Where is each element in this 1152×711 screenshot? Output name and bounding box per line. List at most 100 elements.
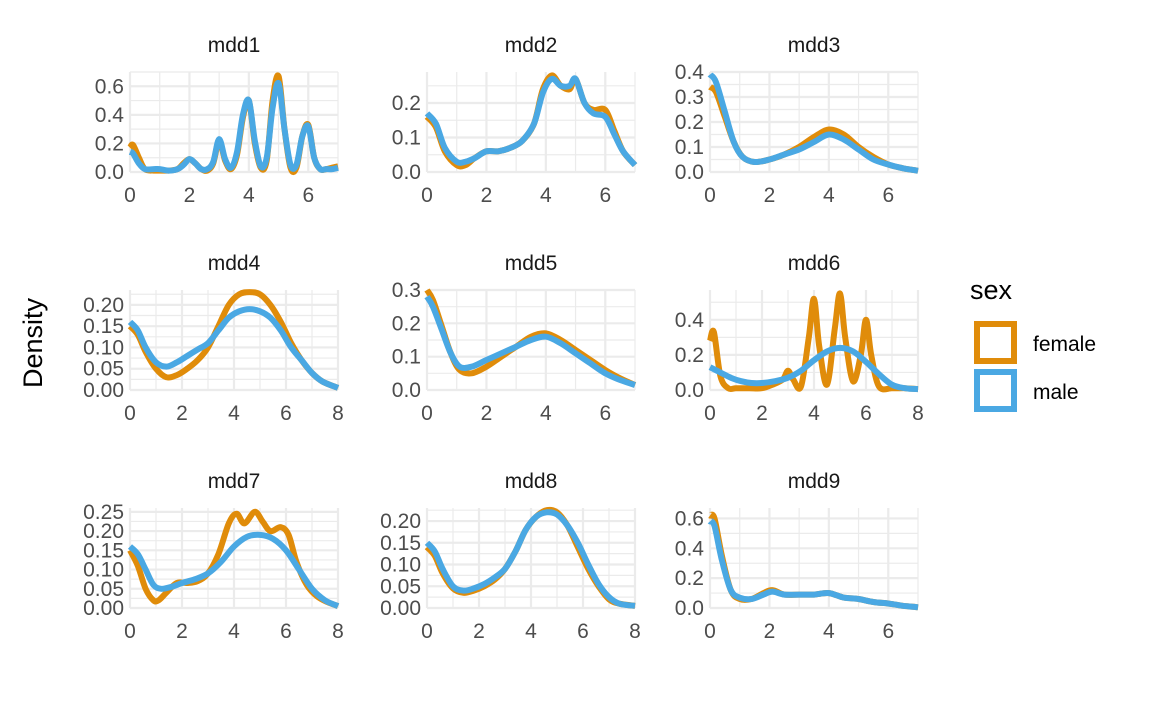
x-tick-label: 2 bbox=[764, 184, 776, 207]
x-tick-label: 2 bbox=[473, 620, 485, 643]
panel-mdd2: 0 2 4 6 0.0 0.1 0.2 mdd2 bbox=[392, 34, 638, 207]
panel-grid bbox=[425, 72, 636, 174]
x-tick-label: 8 bbox=[332, 402, 344, 425]
y-axis-label: Density bbox=[18, 297, 48, 388]
y-tick-label: 0.20 bbox=[380, 510, 421, 533]
x-tick-label: 8 bbox=[912, 402, 924, 425]
y-tick-label: 0.00 bbox=[83, 597, 124, 620]
panel-mdd6: 0 2 4 6 8 0.0 0.2 0.4 mdd6 bbox=[675, 252, 924, 425]
panel-mdd3: 0 2 4 6 0.00.10.20.30.4 mdd3 bbox=[675, 34, 919, 207]
y-tick-label: 0.0 bbox=[392, 161, 421, 184]
x-tick-label: 6 bbox=[599, 402, 611, 425]
legend: sex female male bbox=[970, 275, 1096, 412]
x-tick-label: 4 bbox=[540, 402, 552, 425]
x-tick-label: 2 bbox=[481, 402, 493, 425]
y-tick-label: 0.0 bbox=[675, 597, 704, 620]
density-line-male bbox=[424, 295, 636, 388]
legend-key-female bbox=[974, 321, 1017, 364]
y-tick-label: 0.1 bbox=[392, 346, 421, 369]
density-line-female bbox=[424, 72, 638, 170]
x-tick-label: 6 bbox=[577, 620, 589, 643]
panel-title: mdd4 bbox=[208, 252, 261, 275]
facet-panels: 0 2 4 6 0.0 0.2 0.4 0.6 mdd1 0 2 4 6 0.0 0.1 0.2 mdd2 0 2 4… bbox=[83, 34, 924, 643]
panel-title: mdd6 bbox=[788, 252, 841, 275]
x-tick-label: 6 bbox=[882, 620, 894, 643]
y-tick-label: 0.15 bbox=[380, 532, 421, 555]
y-tick-label: 0.2 bbox=[675, 111, 704, 134]
y-tick-label: 0.4 bbox=[675, 61, 705, 84]
panel-title: mdd2 bbox=[505, 34, 558, 57]
panel-grid bbox=[708, 508, 919, 610]
panel-grid bbox=[128, 508, 340, 610]
density-line-male bbox=[707, 72, 919, 174]
density-line-male bbox=[127, 306, 340, 391]
panel-title: mdd9 bbox=[788, 470, 841, 493]
density-line-male bbox=[707, 518, 919, 611]
panel-title: mdd7 bbox=[208, 470, 261, 493]
legend-label-male: male bbox=[1033, 381, 1079, 404]
x-tick-label: 0 bbox=[124, 620, 136, 643]
density-line-male bbox=[708, 344, 919, 393]
x-tick-label: 0 bbox=[421, 402, 433, 425]
y-tick-label: 0.6 bbox=[95, 75, 124, 98]
density-line-male bbox=[424, 509, 636, 609]
y-tick-label: 0.0 bbox=[392, 379, 421, 402]
legend-title: sex bbox=[970, 275, 1013, 305]
legend-key-male bbox=[974, 369, 1017, 412]
x-tick-label: 8 bbox=[332, 620, 344, 643]
x-tick-label: 2 bbox=[184, 184, 196, 207]
y-tick-label: 0.10 bbox=[380, 554, 421, 577]
y-tick-label: 0.20 bbox=[83, 294, 124, 317]
x-tick-label: 6 bbox=[280, 620, 292, 643]
x-tick-label: 4 bbox=[823, 620, 835, 643]
y-tick-label: 0.00 bbox=[380, 597, 421, 620]
y-tick-label: 0.2 bbox=[675, 344, 704, 367]
y-tick-label: 0.15 bbox=[83, 315, 124, 338]
x-tick-label: 4 bbox=[228, 620, 240, 643]
x-tick-label: 4 bbox=[228, 402, 240, 425]
x-tick-label: 4 bbox=[525, 620, 537, 643]
density-line-male bbox=[128, 79, 339, 174]
y-tick-label: 0.20 bbox=[83, 520, 124, 543]
density-line-female bbox=[707, 290, 919, 393]
panel-title: mdd1 bbox=[208, 34, 261, 57]
legend-label-female: female bbox=[1033, 333, 1096, 356]
x-tick-label: 0 bbox=[704, 402, 716, 425]
y-tick-label: 0.0 bbox=[675, 161, 704, 184]
x-tick-label: 6 bbox=[882, 184, 894, 207]
x-tick-label: 2 bbox=[176, 402, 188, 425]
x-tick-label: 2 bbox=[756, 402, 768, 425]
y-tick-label: 0.3 bbox=[675, 86, 704, 109]
y-tick-label: 0.10 bbox=[83, 559, 124, 582]
density-line-male bbox=[127, 531, 340, 609]
x-tick-label: 4 bbox=[243, 184, 255, 207]
panel-title: mdd3 bbox=[788, 34, 841, 57]
panel-mdd4: 0 2 4 6 8 0.000.050.100.150.20 mdd4 bbox=[83, 252, 344, 425]
y-tick-label: 0.4 bbox=[675, 537, 705, 560]
x-tick-label: 0 bbox=[704, 184, 716, 207]
panel-mdd1: 0 2 4 6 0.0 0.2 0.4 0.6 mdd1 bbox=[95, 34, 339, 207]
x-tick-label: 6 bbox=[599, 184, 611, 207]
density-line-male bbox=[424, 75, 638, 168]
x-tick-label: 0 bbox=[124, 402, 136, 425]
y-tick-label: 0.05 bbox=[83, 578, 124, 601]
x-tick-label: 0 bbox=[421, 620, 433, 643]
x-tick-label: 6 bbox=[302, 184, 314, 207]
panel-mdd7: 0 2 4 6 8 0.000.050.100.150.200.25 mdd7 bbox=[83, 470, 344, 643]
x-tick-label: 4 bbox=[540, 184, 552, 207]
x-tick-label: 6 bbox=[860, 402, 872, 425]
x-tick-label: 4 bbox=[808, 402, 820, 425]
y-tick-label: 0.0 bbox=[675, 379, 704, 402]
panel-grid bbox=[128, 290, 340, 392]
x-tick-label: 8 bbox=[629, 620, 641, 643]
y-tick-label: 0.25 bbox=[83, 501, 124, 524]
y-tick-label: 0.1 bbox=[392, 127, 421, 150]
panel-mdd8: 0 2 4 6 8 0.000.050.100.150.20 mdd8 bbox=[380, 470, 641, 643]
y-tick-label: 0.4 bbox=[675, 309, 705, 332]
y-tick-label: 0.00 bbox=[83, 379, 124, 402]
y-tick-label: 0.15 bbox=[83, 539, 124, 562]
panel-grid bbox=[425, 508, 637, 610]
x-tick-label: 4 bbox=[823, 184, 835, 207]
y-tick-label: 0.2 bbox=[392, 92, 421, 115]
